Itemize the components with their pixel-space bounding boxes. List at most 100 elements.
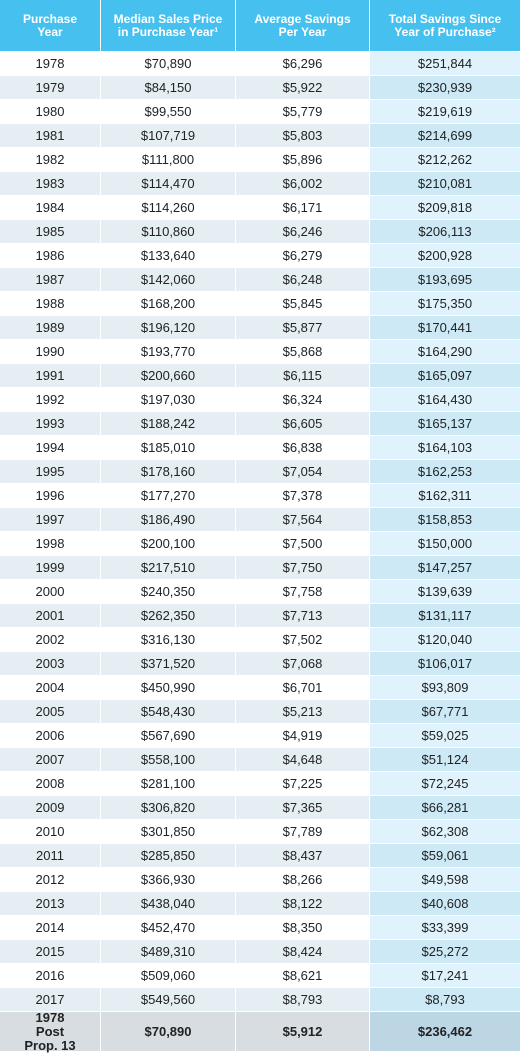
table-cell: $558,100 xyxy=(101,748,236,772)
table-cell: 1981 xyxy=(0,124,101,148)
table-cell: $6,324 xyxy=(236,388,370,412)
table-cell: 1989 xyxy=(0,316,101,340)
table-cell: 2007 xyxy=(0,748,101,772)
table-cell: $549,560 xyxy=(101,988,236,1012)
table-cell: $8,266 xyxy=(236,868,370,892)
table-cell: $131,117 xyxy=(370,604,520,628)
table-cell: $5,868 xyxy=(236,340,370,364)
table-cell: 1984 xyxy=(0,196,101,220)
table-cell: $114,260 xyxy=(101,196,236,220)
table-cell: 2014 xyxy=(0,916,101,940)
table-cell: $210,081 xyxy=(370,172,520,196)
table-cell: $240,350 xyxy=(101,580,236,604)
table-cell: $366,930 xyxy=(101,868,236,892)
table-cell: $111,800 xyxy=(101,148,236,172)
table-cell: $6,838 xyxy=(236,436,370,460)
table-cell: $230,939 xyxy=(370,76,520,100)
table-cell: $8,621 xyxy=(236,964,370,988)
table-cell: $7,365 xyxy=(236,796,370,820)
table-cell: 2003 xyxy=(0,652,101,676)
table-cell: $285,850 xyxy=(101,844,236,868)
table-cell: $251,844 xyxy=(370,52,520,76)
table-cell: $193,695 xyxy=(370,268,520,292)
table-cell: $120,040 xyxy=(370,628,520,652)
table-cell: $5,896 xyxy=(236,148,370,172)
table-cell: $7,500 xyxy=(236,532,370,556)
table-cell: 1980 xyxy=(0,100,101,124)
table-cell: $8,122 xyxy=(236,892,370,916)
header-cell: Average Savings Per Year xyxy=(236,0,370,52)
table-cell: $177,270 xyxy=(101,484,236,508)
table-cell: 1982 xyxy=(0,148,101,172)
table-cell: $217,510 xyxy=(101,556,236,580)
table-cell: $219,619 xyxy=(370,100,520,124)
table-cell: $170,441 xyxy=(370,316,520,340)
table-cell: 2016 xyxy=(0,964,101,988)
table-cell: 1998 xyxy=(0,532,101,556)
table-cell: $567,690 xyxy=(101,724,236,748)
table-cell: $7,564 xyxy=(236,508,370,532)
footer-cell: $70,890 xyxy=(101,1012,236,1052)
table-cell: $6,246 xyxy=(236,220,370,244)
table-cell: $6,002 xyxy=(236,172,370,196)
table-cell: $5,877 xyxy=(236,316,370,340)
table-cell: $164,290 xyxy=(370,340,520,364)
table-cell: $162,311 xyxy=(370,484,520,508)
table-cell: $5,803 xyxy=(236,124,370,148)
table-cell: $301,850 xyxy=(101,820,236,844)
table-cell: $281,100 xyxy=(101,772,236,796)
table-cell: $6,115 xyxy=(236,364,370,388)
table-cell: $7,713 xyxy=(236,604,370,628)
table-cell: $175,350 xyxy=(370,292,520,316)
table-cell: $193,770 xyxy=(101,340,236,364)
footer-cell: $5,912 xyxy=(236,1012,370,1052)
table-cell: 1991 xyxy=(0,364,101,388)
table-cell: 1993 xyxy=(0,412,101,436)
table-cell: $5,779 xyxy=(236,100,370,124)
header-cell: Purchase Year xyxy=(0,0,101,52)
table-cell: $7,225 xyxy=(236,772,370,796)
table-cell: $8,793 xyxy=(370,988,520,1012)
table-cell: 1978 xyxy=(0,52,101,76)
table-cell: $107,719 xyxy=(101,124,236,148)
table-cell: $67,771 xyxy=(370,700,520,724)
table-cell: $548,430 xyxy=(101,700,236,724)
table-cell: $7,054 xyxy=(236,460,370,484)
table-cell: $196,120 xyxy=(101,316,236,340)
table-cell: $84,150 xyxy=(101,76,236,100)
table-cell: 2009 xyxy=(0,796,101,820)
table-cell: $59,061 xyxy=(370,844,520,868)
table-cell: $200,100 xyxy=(101,532,236,556)
table-cell: 2002 xyxy=(0,628,101,652)
table-cell: $7,502 xyxy=(236,628,370,652)
table-cell: $165,137 xyxy=(370,412,520,436)
table-cell: 2012 xyxy=(0,868,101,892)
table-cell: $206,113 xyxy=(370,220,520,244)
table-cell: $200,660 xyxy=(101,364,236,388)
table-cell: $262,350 xyxy=(101,604,236,628)
table-cell: $6,248 xyxy=(236,268,370,292)
table-cell: $6,279 xyxy=(236,244,370,268)
table-cell: $66,281 xyxy=(370,796,520,820)
table-cell: 2005 xyxy=(0,700,101,724)
table-cell: $7,789 xyxy=(236,820,370,844)
table-cell: $8,437 xyxy=(236,844,370,868)
table-cell: $214,699 xyxy=(370,124,520,148)
table-cell: 1999 xyxy=(0,556,101,580)
table-cell: $5,845 xyxy=(236,292,370,316)
table-cell: $186,490 xyxy=(101,508,236,532)
table-cell: $450,990 xyxy=(101,676,236,700)
table-cell: 1992 xyxy=(0,388,101,412)
table-cell: $70,890 xyxy=(101,52,236,76)
table-cell: $200,928 xyxy=(370,244,520,268)
table-cell: $7,750 xyxy=(236,556,370,580)
table-cell: 1979 xyxy=(0,76,101,100)
table-cell: $8,793 xyxy=(236,988,370,1012)
table-cell: 1996 xyxy=(0,484,101,508)
table-cell: $168,200 xyxy=(101,292,236,316)
table-cell: $59,025 xyxy=(370,724,520,748)
table-cell: $178,160 xyxy=(101,460,236,484)
table-cell: $162,253 xyxy=(370,460,520,484)
table-cell: $133,640 xyxy=(101,244,236,268)
table-cell: 2013 xyxy=(0,892,101,916)
